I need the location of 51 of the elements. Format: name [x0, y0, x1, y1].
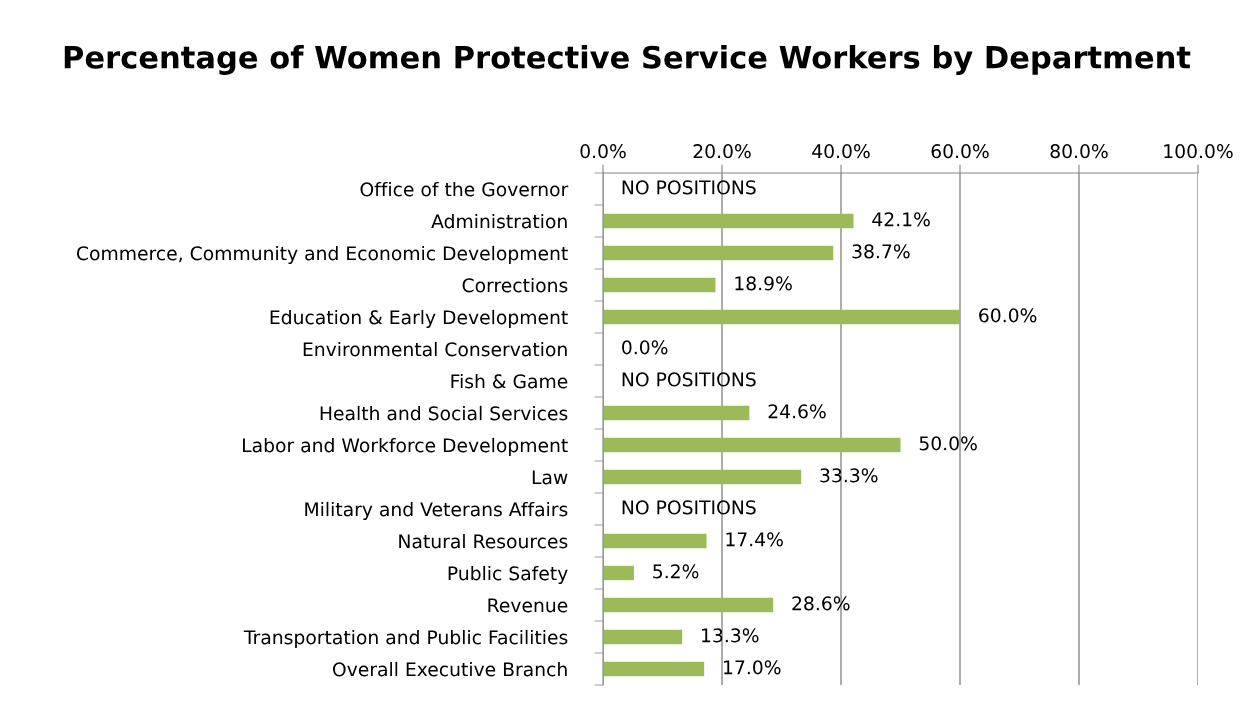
y-tick-label: Labor and Workforce Development — [243, 437, 568, 457]
data-label: 13.3% — [702, 628, 759, 643]
y-tick-label: Military and Veterans Affairs — [305, 501, 568, 521]
bar — [603, 629, 683, 645]
y-tick-label: Office of the Governor — [360, 181, 569, 197]
y-tick-label: Administration — [431, 213, 567, 229]
y-tick-label: Overall Executive Branch — [332, 661, 567, 677]
bar — [603, 405, 750, 421]
data-label: 33.3% — [820, 468, 878, 483]
data-label: 28.6% — [792, 596, 850, 611]
y-tick-label: Education & Early Development — [270, 309, 568, 329]
y-tick-label: Public Safety — [448, 565, 568, 585]
y-tick-label: Health and Social Services — [320, 405, 568, 421]
bar — [603, 437, 901, 453]
y-tick-label: Commerce, Community and Economic Development — [76, 245, 568, 265]
x-tick-label: 20.0% — [693, 144, 751, 159]
bar — [603, 533, 707, 549]
bar — [603, 597, 774, 613]
data-label: 24.6% — [768, 404, 826, 419]
data-label: 0.0% — [622, 340, 668, 355]
chart-title: Percentage of Women Protective Service Workers by Department — [64, 45, 1191, 75]
data-label: 60.0% — [979, 308, 1037, 323]
bar — [603, 469, 802, 485]
data-label: 17.4% — [726, 532, 783, 547]
y-tick-label: Fish & Game — [451, 373, 568, 389]
data-label: 38.7% — [852, 244, 910, 259]
data-label: 5.2% — [653, 564, 699, 579]
y-tick-label: Environmental Conservation — [303, 341, 567, 357]
bar — [603, 277, 716, 293]
x-tick-label: 60.0% — [931, 144, 989, 159]
bar — [603, 565, 634, 581]
text: NO POSITIONS — [622, 372, 756, 387]
text: NO POSITIONS — [622, 180, 756, 195]
x-tick-label: 80.0% — [1050, 144, 1108, 159]
data-label: 50.0% — [919, 436, 977, 451]
bar — [603, 661, 705, 677]
text: NO POSITIONS — [622, 500, 756, 515]
y-tick-label: Corrections — [462, 277, 568, 293]
bar — [603, 245, 834, 261]
data-label: 17.0% — [724, 660, 781, 675]
data-label: 18.9% — [735, 276, 792, 291]
x-tick-label: 40.0% — [812, 144, 870, 159]
y-tick-label: Transportation and Public Facilities — [243, 629, 568, 649]
y-tick-label: Law — [532, 470, 568, 485]
y-tick-label: Natural Resources — [399, 533, 568, 549]
y-tick-label: Revenue — [488, 598, 568, 613]
bar — [603, 309, 960, 325]
data-label: 42.1% — [872, 212, 930, 227]
bar — [603, 213, 854, 229]
x-tick-label: 0.0% — [580, 144, 626, 159]
x-tick-label: 100.0% — [1164, 144, 1233, 159]
